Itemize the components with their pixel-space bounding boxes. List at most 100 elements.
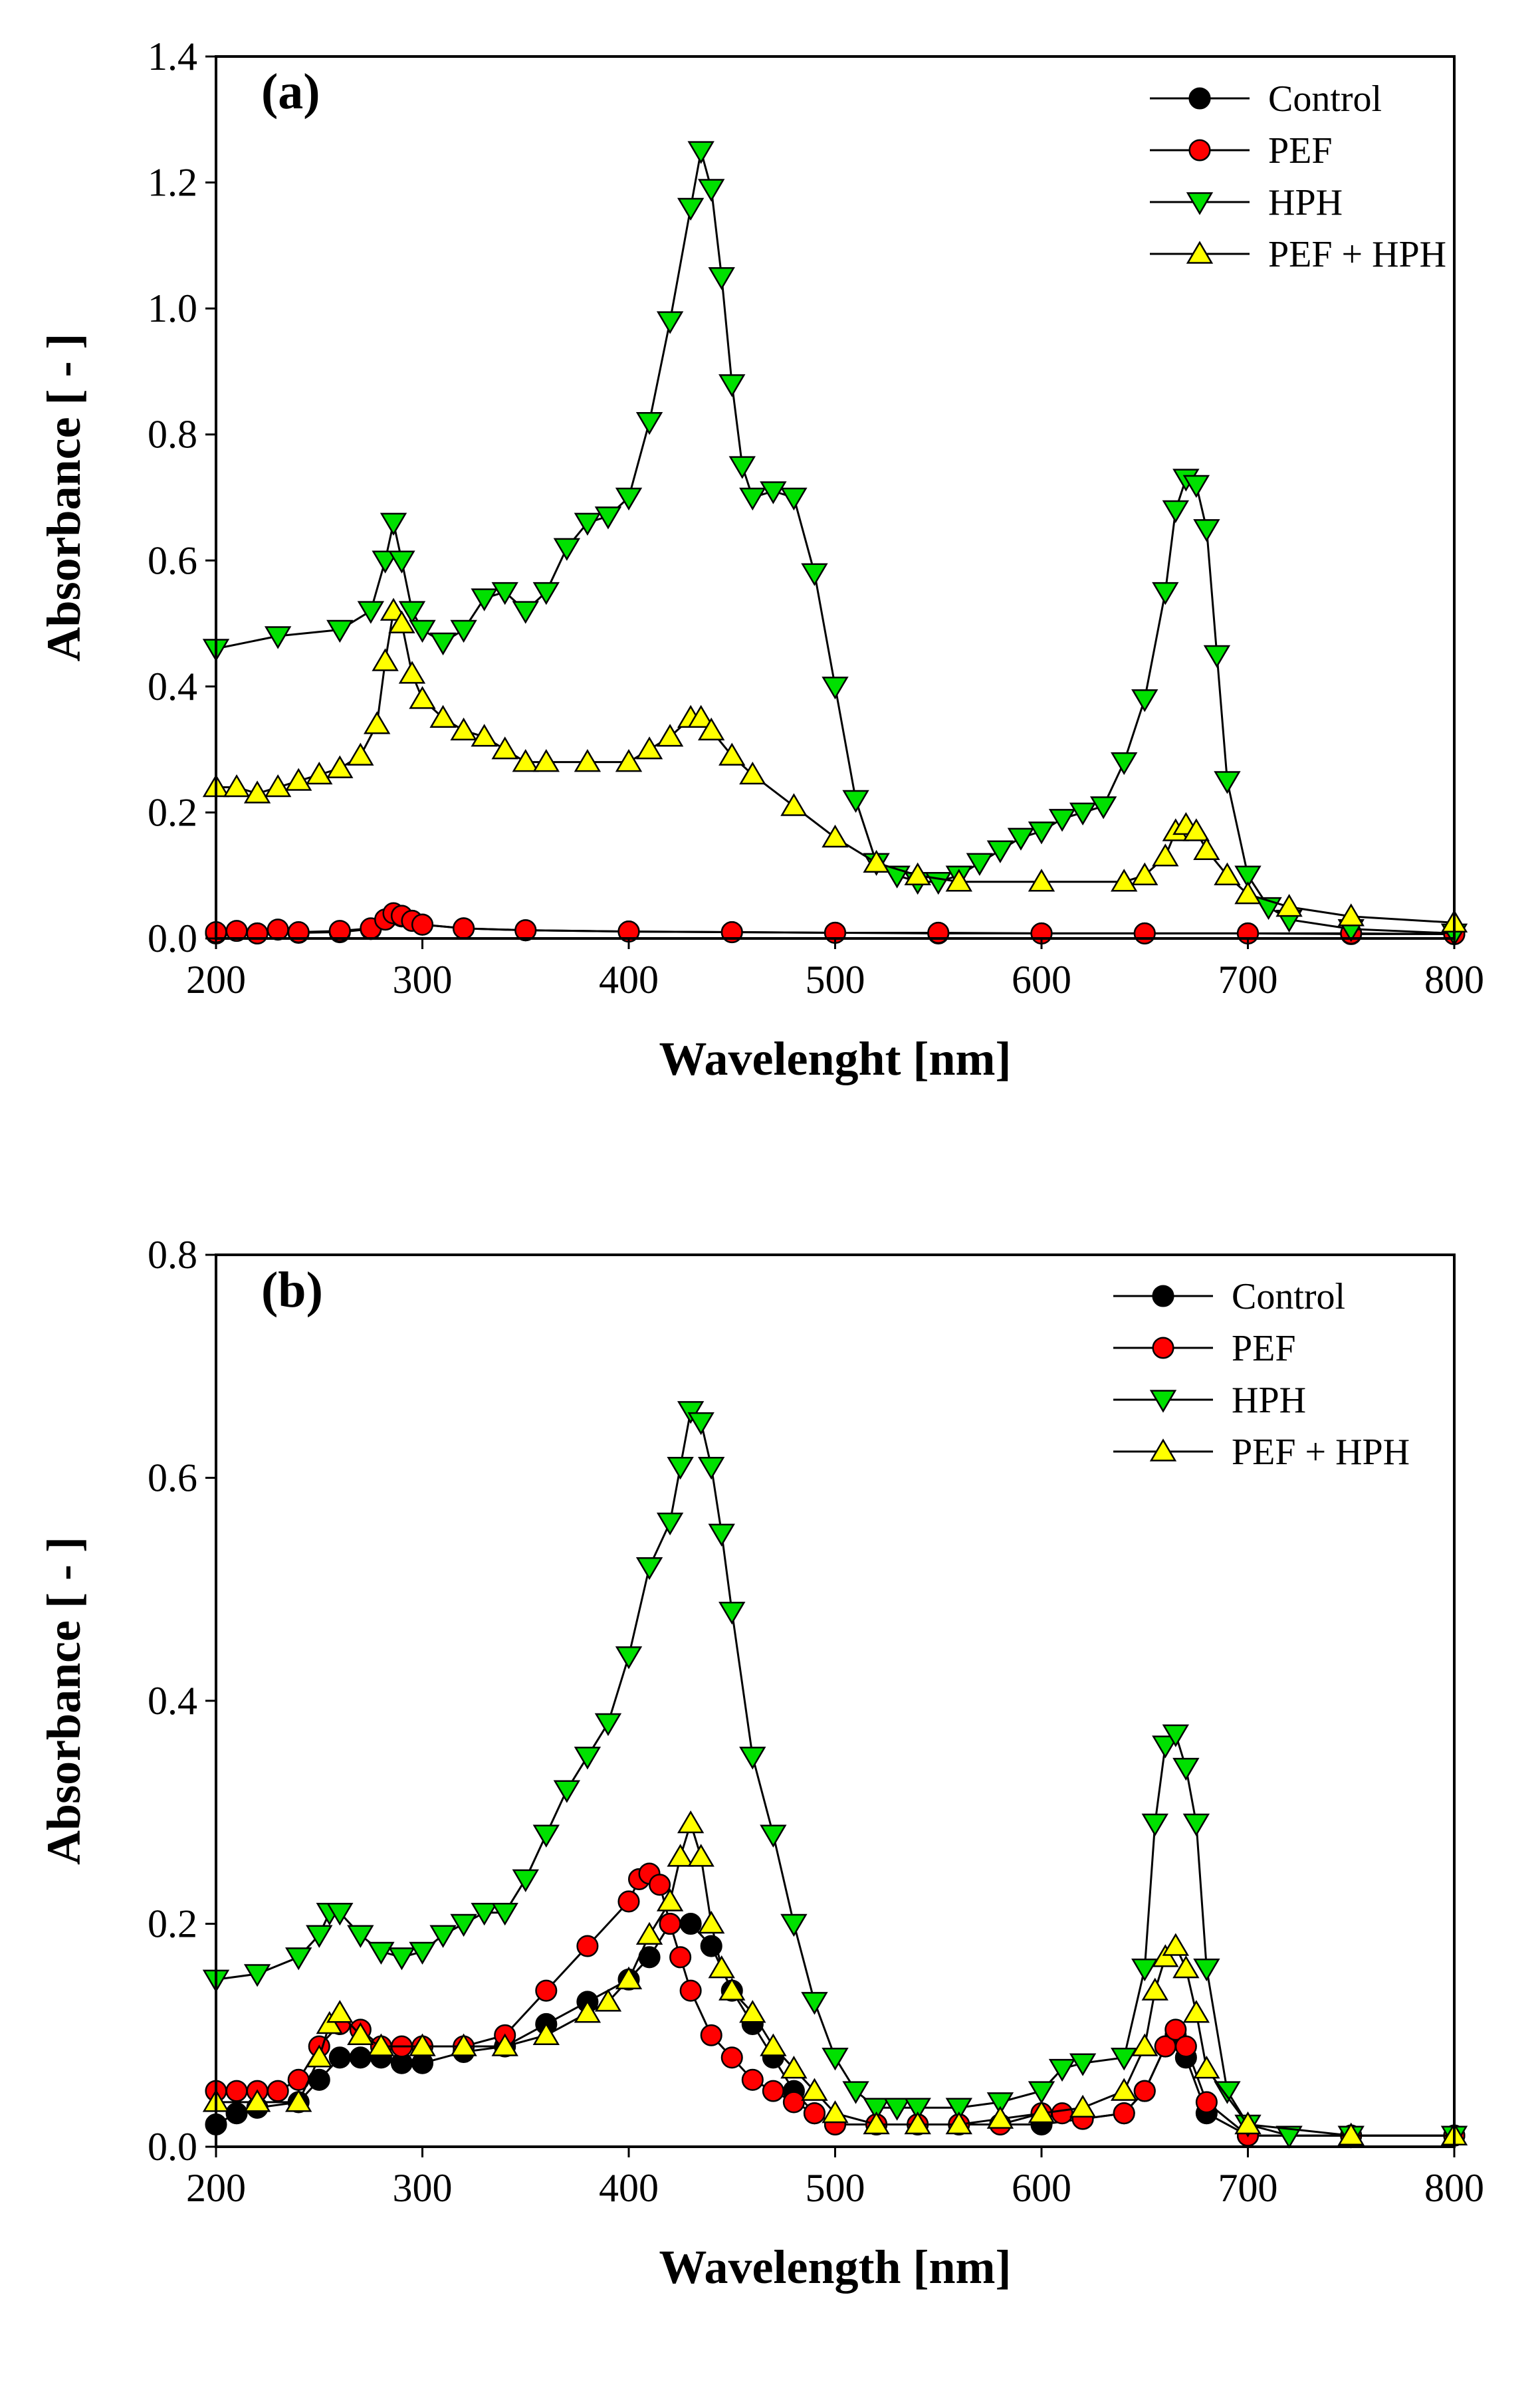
panel-b-point-hph	[1028, 2081, 1055, 2104]
panel-a-point-pef	[328, 920, 351, 942]
panel-b-point-pef-hph	[904, 2111, 931, 2135]
panel-b-point-pef-hph	[316, 2010, 343, 2034]
panel-b-point-pef-hph	[532, 2022, 560, 2045]
panel-a-label: (a)	[261, 64, 320, 120]
panel-b-legend-marker-pef-hph	[1149, 1438, 1177, 1462]
panel-a-point-hph	[1182, 475, 1210, 498]
panel-a-legend-marker-pef-hph	[1186, 241, 1214, 264]
panel-a-point-hph	[1162, 500, 1190, 524]
panel-a-point-pef-hph	[1131, 862, 1158, 885]
panel-b-point-pef-hph	[986, 2106, 1014, 2129]
panel-b-point-hph	[347, 1925, 374, 1948]
panel-b-point-pef-hph	[491, 2033, 518, 2056]
panel-b-point-pef	[669, 1946, 692, 1969]
panel-b-y-tick-label: 0.8	[148, 1233, 197, 1277]
panel-b-y-tick-label: 0.0	[148, 2125, 197, 2169]
panel-b-point-hph	[368, 1941, 395, 1965]
panel-b-point-pef-hph	[326, 2000, 354, 2023]
panel-a-point-hph	[801, 563, 828, 586]
panel-b-point-pef-hph	[574, 2000, 602, 2023]
panel-b-legend-marker-hph	[1149, 1390, 1177, 1413]
panel-a-point-pef-hph	[285, 768, 312, 791]
panel-b-x-tick-label: 300	[393, 2166, 453, 2210]
panel-b: 200 300 400 500 600 700 800 0.0 0.2 0.4 0.6 0.8 (b)…	[37, 1233, 1484, 2294]
panel-b-legend-symbol-pef	[1152, 1337, 1174, 1359]
panel-b-series-hph	[202, 1401, 1468, 2149]
panel-b-point-hph	[1193, 1958, 1220, 1982]
panel-b-point-pef-hph	[347, 2022, 374, 2045]
panel-a-point-hph	[780, 487, 808, 511]
panel-b-point-pef	[679, 1979, 702, 2002]
panel-b-point-hph	[409, 1941, 436, 1965]
panel-b-point-pef	[225, 2080, 248, 2102]
panel-b-point-pef-hph	[1111, 2078, 1138, 2101]
panel-b-point-pef-hph	[698, 1910, 725, 1934]
panel-a-point-pef	[411, 913, 434, 936]
panel-a-point-pef-hph	[615, 749, 643, 772]
panel-a-point-pef-hph	[306, 761, 333, 785]
panel-b-point-pef-hph	[450, 2033, 477, 2056]
panel-a-point-hph	[532, 582, 560, 605]
panel-a-x-axis-title: Wavelenght [nm]	[659, 1032, 1012, 1085]
panel-a-point-pef-hph	[243, 780, 271, 804]
panel-b-legend-marker-control	[1152, 1285, 1174, 1307]
panel-b-point-pef-hph	[667, 1844, 694, 1867]
panel-b-point-pef-hph	[708, 1955, 735, 1979]
panel-a-point-hph	[1111, 752, 1138, 776]
panel-a-point-pef	[246, 922, 269, 944]
panel-b-point-hph	[1111, 2048, 1138, 2071]
panel-a-point-pef-hph	[398, 661, 426, 684]
panel-a-point-hph	[1214, 771, 1241, 794]
panel-a-legend-entry-pef-hph: PEF + HPH	[1150, 234, 1446, 275]
panel-b-legend-label-pef: PEF	[1232, 1328, 1296, 1369]
panel-a-point-pef-hph	[822, 824, 849, 848]
panel-a-point-pef-hph	[904, 862, 931, 885]
panel-a-legend-entry-pef: PEF	[1150, 130, 1333, 171]
panel-b-legend-symbol-control	[1152, 1285, 1174, 1307]
panel-a-point-hph	[1131, 689, 1158, 712]
panel-a-point-pef-hph	[1152, 843, 1179, 867]
panel-a-point-pef	[267, 919, 289, 941]
panel-a-point-hph	[635, 412, 663, 435]
panel-a-point-hph	[1069, 802, 1097, 825]
panel-b-point-pef-hph	[739, 2000, 766, 2023]
panel-a-point-pef-hph	[326, 755, 354, 778]
panel-b-point-pef	[1133, 2080, 1156, 2102]
panel-a-y-tick-label: 1.2	[148, 161, 197, 205]
panel-a-point-pef-hph	[364, 711, 391, 734]
panel-a-point-hph	[372, 550, 399, 574]
panel-a-point-hph	[656, 311, 684, 334]
panel-a-y-tick-label: 1.0	[148, 286, 197, 330]
panel-a-point-pef-hph	[945, 869, 972, 892]
panel-b-point-pef	[741, 2068, 764, 2091]
panel-a-series-pef-hph	[202, 598, 1468, 933]
panel-b-point-hph	[667, 1456, 694, 1480]
panel-b-point-pef-hph	[635, 1921, 663, 1945]
panel-a-y-tick-label: 0.0	[148, 917, 197, 960]
panel-b-legend: Control PEF HPH PEF + HPH	[1113, 1276, 1410, 1473]
panel-a-point-hph	[677, 197, 705, 221]
panel-a-legend-marker-control	[1188, 87, 1211, 110]
panel-a-x-tick-label: 400	[599, 958, 659, 1002]
panel-a-point-hph	[553, 538, 581, 561]
panel-b-legend-marker-pef	[1152, 1337, 1174, 1359]
panel-b-point-hph	[1141, 1813, 1168, 1837]
panel-b-point-pef	[762, 2080, 784, 2102]
panel-b-point-hph	[822, 2048, 849, 2071]
panel-a-point-pef	[1133, 922, 1156, 944]
panel-a-point-pef-hph	[687, 705, 715, 728]
panel-a-point-hph	[380, 512, 407, 536]
panel-b-ticks: 200 300 400 500 600 700 800 0.0 0.2 0.4 0.6 0.8	[148, 1233, 1484, 2210]
panel-a-point-pef-hph	[656, 724, 684, 747]
panel-a-x-tick-label: 600	[1012, 958, 1071, 1002]
panel-a-legend-label-control: Control	[1268, 78, 1382, 120]
panel-a-point-hph	[357, 601, 385, 624]
panel-a-point-hph	[491, 582, 518, 605]
panel-b-legend-symbol-pef-hph	[1149, 1438, 1177, 1462]
panel-b-point-hph	[656, 1512, 684, 1536]
panel-b-point-hph	[863, 2098, 890, 2121]
panel-b-point-pef-hph	[656, 1888, 684, 1911]
panel-a-point-hph	[760, 481, 787, 504]
panel-a-point-pef-hph	[429, 705, 457, 728]
